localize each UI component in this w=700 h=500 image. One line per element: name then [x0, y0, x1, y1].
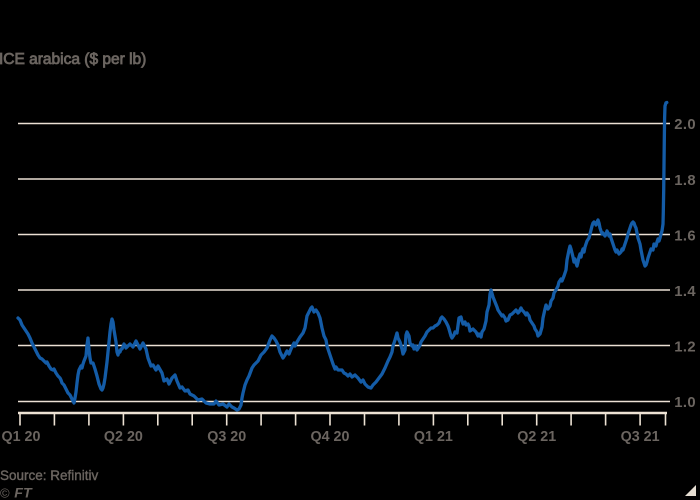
svg-text:FT: FT	[14, 485, 33, 500]
svg-text:1.0: 1.0	[674, 395, 696, 411]
svg-text:Q4 20: Q4 20	[311, 429, 350, 445]
svg-text:©: ©	[0, 485, 10, 500]
svg-text:Q2 20: Q2 20	[104, 429, 143, 445]
svg-text:Q3 21: Q3 21	[621, 429, 660, 445]
svg-text:Q3 20: Q3 20	[207, 429, 246, 445]
svg-text:Q1 20: Q1 20	[2, 429, 41, 445]
svg-text:2.0: 2.0	[674, 117, 696, 133]
svg-text:ICE arabica ($ per lb): ICE arabica ($ per lb)	[0, 51, 146, 68]
svg-text:Q2 21: Q2 21	[517, 429, 556, 445]
svg-text:1.6: 1.6	[674, 228, 696, 244]
svg-text:1.4: 1.4	[674, 284, 696, 300]
svg-text:1.8: 1.8	[674, 173, 696, 189]
svg-text:Q1 21: Q1 21	[414, 429, 453, 445]
svg-text:1.2: 1.2	[674, 340, 696, 356]
svg-text:Source: Refinitiv: Source: Refinitiv	[0, 468, 99, 483]
